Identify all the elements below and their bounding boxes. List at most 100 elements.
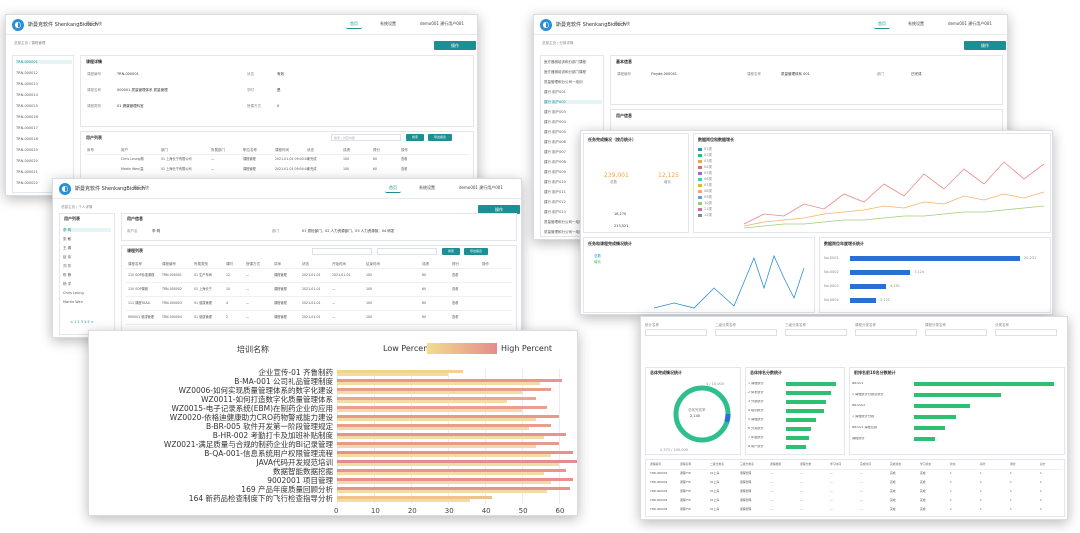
table-cell: 课程管理: [740, 498, 752, 502]
sidebar-item[interactable]: TRN-000012: [16, 71, 38, 75]
rank-title: 前排名前10名分数统计: [854, 370, 896, 375]
nav-user[interactable]: demo001 建行用户001: [948, 21, 992, 26]
category-label: WZ0011-如何打造数字化质量管理体系: [201, 395, 333, 404]
sidebar-item[interactable]: 刘 芳: [63, 264, 72, 268]
sidebar-item[interactable]: 建行 用户008: [544, 160, 566, 164]
search-button[interactable]: 搜索: [442, 248, 460, 255]
sidebar-item[interactable]: TRN-000017: [16, 126, 38, 130]
sidebar-item[interactable]: TRN-000019: [16, 148, 38, 152]
sidebar-item[interactable]: 建行 用户007: [544, 150, 566, 154]
nav-settings[interactable]: 系统设置: [908, 21, 924, 26]
sidebar-item[interactable]: TRN-000016: [16, 115, 38, 119]
sidebar-item[interactable]: 建行 用户011: [544, 190, 566, 194]
sidebar-item[interactable]: TRN-000021: [16, 170, 38, 174]
search-input[interactable]: 搜索 / 对应内容: [331, 134, 401, 141]
action-button[interactable]: 操作: [478, 205, 520, 214]
sidebar-item[interactable]: 陈 静: [63, 273, 72, 277]
legend-label: 09类: [704, 195, 712, 199]
table-cell[interactable]: 查看: [452, 287, 459, 291]
table-cell[interactable]: 查看: [452, 315, 459, 319]
stat-growth: 12,125: [658, 172, 679, 179]
filter-select[interactable]: [785, 329, 847, 336]
table-header: 课程分类: [800, 462, 812, 466]
field-value: 000001 质量管理体系 质量管理: [117, 88, 168, 92]
sidebar-item[interactable]: 建行 用户002: [544, 100, 602, 105]
sidebar-item[interactable]: 杨 洋: [63, 282, 72, 286]
table-cell: 100: [366, 273, 373, 277]
filter-select[interactable]: [715, 329, 777, 336]
sidebar-item[interactable]: Martin Wen: [63, 300, 83, 304]
filter-select[interactable]: [925, 329, 987, 336]
nav-home[interactable]: 首页: [346, 21, 362, 29]
table-cell: 课程TYE: [680, 498, 691, 502]
table-header: 序号: [87, 148, 94, 152]
filter-label: 课程分类名称: [855, 323, 876, 327]
export-button[interactable]: 导出报表: [464, 248, 488, 255]
table-cell[interactable]: 查看: [401, 167, 408, 171]
table-cell[interactable]: 查看: [401, 157, 408, 161]
sidebar-item[interactable]: TRN-000015: [16, 104, 38, 108]
sidebar-item[interactable]: TRN-000020: [16, 159, 38, 163]
nav-user[interactable]: demo001 建行用户001: [459, 185, 503, 190]
filter-select[interactable]: [995, 329, 1057, 336]
table-cell[interactable]: 查看: [452, 273, 459, 277]
table-cell: 1: [1010, 480, 1012, 484]
sidebar-item[interactable]: 医疗器械培训和分部门课程: [544, 60, 586, 64]
nav-settings[interactable]: 系统设置: [380, 21, 396, 26]
sidebar-item[interactable]: 建行 用户013: [544, 210, 566, 214]
bar-low: [337, 418, 537, 421]
sidebar-item[interactable]: 建行 用户012: [544, 200, 566, 204]
filter-input-2[interactable]: [377, 248, 437, 255]
filter-input-1[interactable]: [312, 248, 372, 255]
sidebar-item[interactable]: 医疗器械培训和分部门课程: [544, 70, 586, 74]
hbar-value: 4,251: [890, 284, 901, 288]
table-cell: 100: [343, 167, 350, 171]
sidebar-item[interactable]: TRN-000014: [16, 93, 38, 97]
sidebar-item[interactable]: 赵 伟: [63, 255, 72, 259]
nav-settings[interactable]: 系统设置: [419, 185, 435, 190]
sidebar-item[interactable]: TRN-000022: [16, 181, 38, 185]
sidebar-item[interactable]: 建行 用户006: [544, 140, 566, 144]
sidebar-item[interactable]: 质量管理和分公司一培训: [544, 230, 583, 234]
sidebar-item[interactable]: 建行 用户005: [544, 130, 566, 134]
sidebar-item[interactable]: 建行 用户001: [544, 90, 566, 94]
field-label: 状态: [247, 72, 254, 76]
sidebar-item[interactable]: 建行 用户010: [544, 180, 566, 184]
sidebar-item[interactable]: TRN-000013: [16, 82, 38, 86]
sidebar-item[interactable]: TRN-000001: [16, 60, 72, 65]
table-cell: 01 健康管理: [194, 301, 212, 305]
table-header: 状态: [302, 262, 309, 266]
sidebar-item[interactable]: Chris Leung: [63, 291, 84, 295]
table-cell: —: [770, 471, 773, 475]
sidebar-item[interactable]: 建行 用户004: [544, 120, 566, 124]
filter-select[interactable]: [855, 329, 917, 336]
stats-table: 课程编号 课程名称 二级分类名 三级分类名 课程类别 课程分类 学习时间 完成时间 完成状态 学习…: [645, 459, 1065, 517]
field-value: 有效: [277, 72, 284, 76]
sidebar-item[interactable]: 质量管理和分公司一培训: [544, 220, 583, 224]
table-cell[interactable]: 查看: [452, 301, 459, 305]
action-button[interactable]: 操作: [964, 41, 1006, 50]
hbar-panel: 数据岗位年度增长统计 No.0001 20,231 No.0002 7,124 No.0…: [819, 237, 1051, 313]
table-cell: 01 上海长宁: [194, 287, 212, 291]
sidebar-item[interactable]: 李 明: [63, 228, 111, 233]
table-header: 完成状态: [890, 462, 902, 466]
category-label: 数据智能数据挖掘: [273, 467, 333, 476]
field-label: 课程类别: [87, 104, 101, 108]
nav-user[interactable]: demo001 建行用户001: [420, 21, 464, 26]
sidebar-item[interactable]: 王 娜: [63, 246, 72, 250]
pagination[interactable]: < 1 2 3 4 5 >: [70, 320, 94, 324]
legend-low-label: Low Percent: [383, 344, 432, 353]
nav-home[interactable]: 首页: [874, 21, 890, 29]
nav-home[interactable]: 首页: [385, 185, 401, 193]
action-button[interactable]: 操作: [434, 41, 476, 50]
sidebar-item[interactable]: 建行 用户003: [544, 110, 566, 114]
sidebar-item[interactable]: 质量管理和分公司一培训: [544, 80, 583, 84]
filter-select[interactable]: [645, 329, 707, 336]
donut-top-label: 4 / 10,000: [706, 382, 724, 386]
export-button[interactable]: 导出报表: [428, 134, 452, 141]
sidebar-item[interactable]: 建行 用户009: [544, 170, 566, 174]
search-button[interactable]: 搜索: [406, 134, 424, 141]
sidebar-item[interactable]: 张 敏: [63, 237, 72, 241]
sidebar-item[interactable]: TRN-000018: [16, 137, 38, 141]
